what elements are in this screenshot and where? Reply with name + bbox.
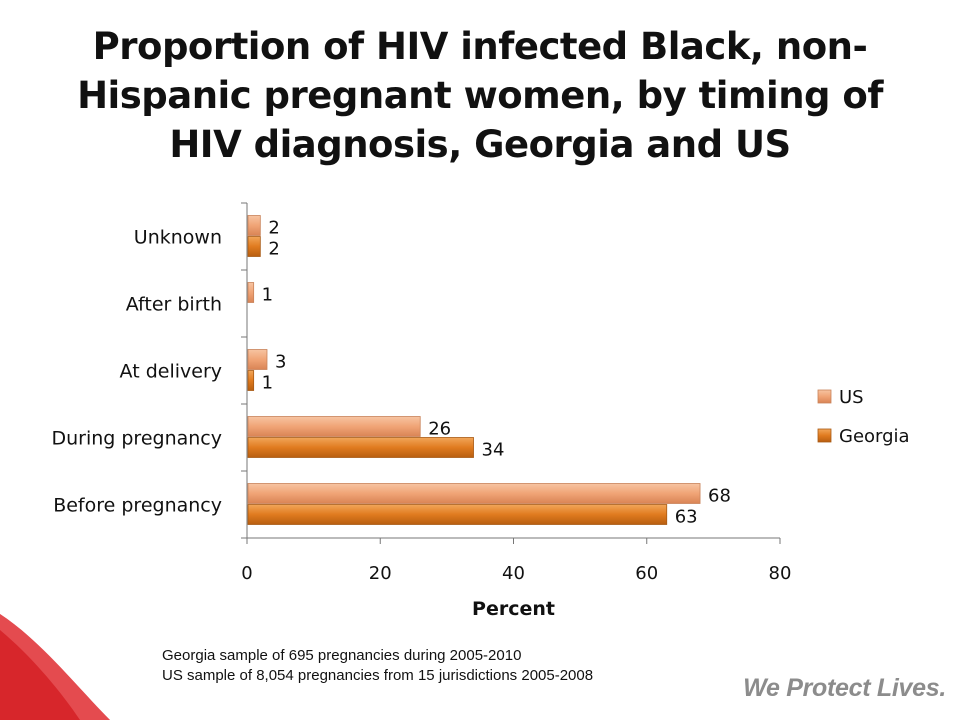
bar-georgia — [247, 236, 261, 257]
footnotes: Georgia sample of 695 pregnancies during… — [162, 646, 593, 686]
category-label: After birth — [126, 294, 222, 316]
category-label: Before pregnancy — [53, 495, 222, 517]
x-tick-label: 20 — [369, 563, 392, 584]
data-label-us: 68 — [708, 486, 731, 507]
data-label-us: 26 — [428, 419, 451, 440]
category-label: At delivery — [120, 361, 222, 383]
x-tick-label: 80 — [769, 563, 792, 584]
legend-swatch-georgia — [817, 428, 832, 443]
bar-georgia — [247, 437, 474, 458]
data-label-us: 3 — [275, 352, 286, 373]
bar-us — [247, 349, 268, 370]
data-label-us: 2 — [268, 218, 279, 239]
category-label: Unknown — [134, 227, 222, 249]
x-tick-label: 40 — [502, 563, 525, 584]
x-tick-label: 60 — [635, 563, 658, 584]
x-axis-title: Percent — [472, 598, 555, 620]
x-tick-label: 0 — [241, 563, 252, 584]
data-label-georgia: 34 — [482, 440, 505, 461]
slide-title: Proportion of HIV infected Black, non-Hi… — [77, 25, 883, 166]
bar-georgia — [247, 370, 255, 391]
data-label-georgia: 1 — [262, 373, 273, 394]
legend-label-us: US — [839, 387, 864, 408]
bar-georgia — [247, 504, 668, 525]
bar-us — [247, 282, 255, 303]
bar-us — [247, 483, 701, 504]
data-label-georgia: 63 — [675, 507, 698, 528]
footnote-us-sample: US sample of 8,054 pregnancies from 15 j… — [162, 667, 594, 684]
tagline: We Protect Lives. — [743, 674, 946, 702]
data-label-us: 1 — [262, 285, 273, 306]
data-label-georgia: 2 — [268, 239, 279, 260]
bar-us — [247, 215, 261, 236]
legend-label-georgia: Georgia — [839, 426, 910, 447]
category-label: During pregnancy — [51, 428, 222, 450]
bar-us — [247, 416, 421, 437]
legend-swatch-us — [817, 389, 832, 404]
footnote-georgia-sample: Georgia sample of 695 pregnancies during… — [162, 647, 522, 664]
